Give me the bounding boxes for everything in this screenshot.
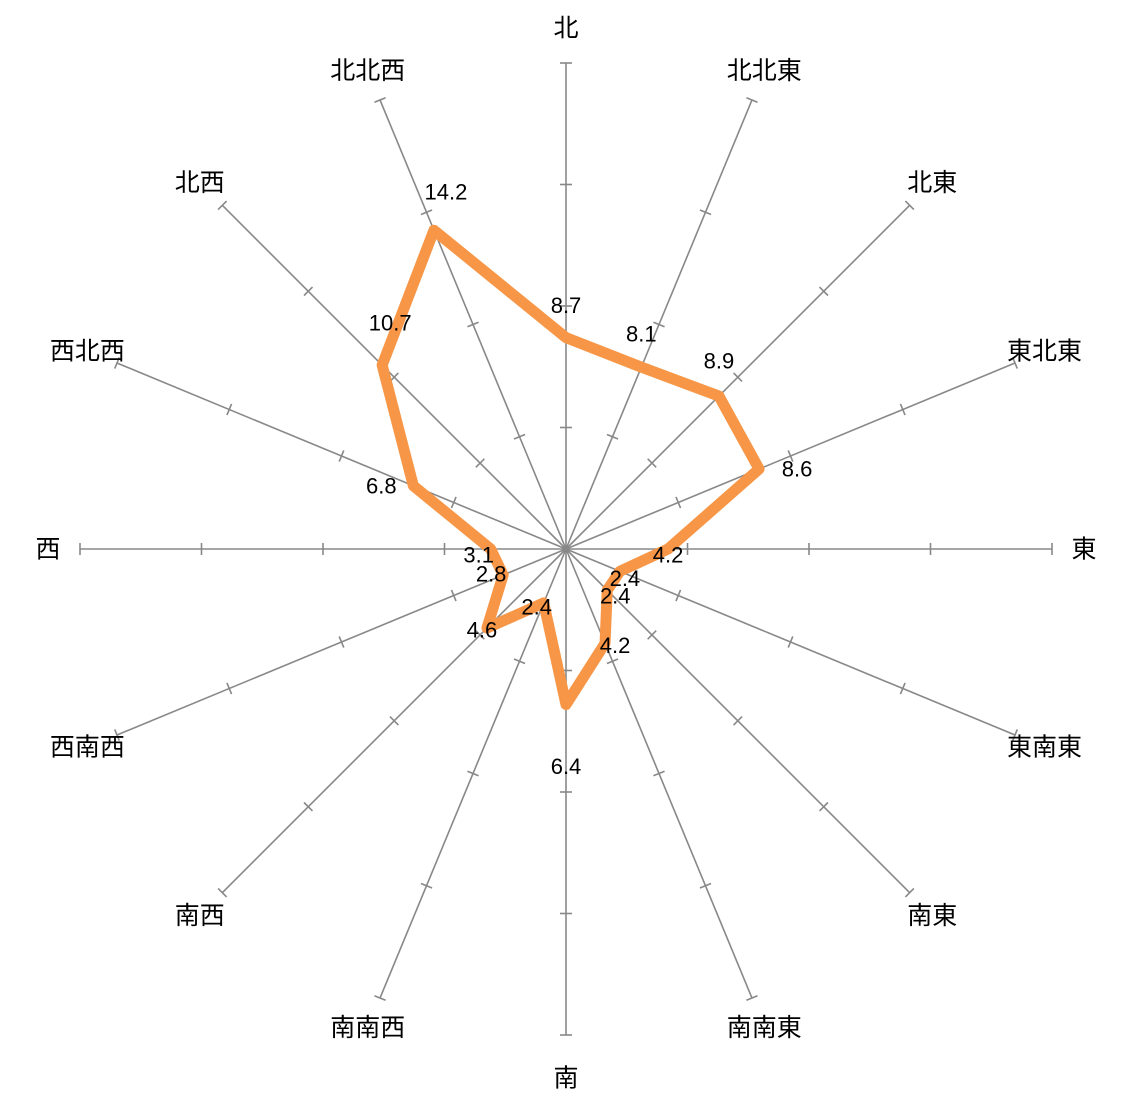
category-label: 東 bbox=[1071, 535, 1096, 564]
category-label: 南東 bbox=[907, 901, 957, 930]
data-label: 8.6 bbox=[782, 457, 813, 482]
data-label: 2.4 bbox=[600, 584, 631, 609]
category-label: 北北東 bbox=[727, 56, 802, 85]
axis-tick bbox=[113, 357, 121, 369]
axis-tick bbox=[787, 636, 794, 648]
axis-tick bbox=[389, 716, 399, 726]
category-label: 北 bbox=[553, 14, 578, 43]
data-label: 2.8 bbox=[476, 562, 507, 587]
data-label: 3.1 bbox=[463, 543, 494, 568]
category-label: 南西 bbox=[175, 901, 225, 930]
data-label: 4.6 bbox=[467, 618, 498, 643]
axis-tick bbox=[653, 770, 665, 777]
radar-axes bbox=[79, 62, 1053, 1036]
axis-tick bbox=[746, 96, 758, 104]
axis-tick bbox=[818, 801, 829, 812]
category-label: 北東 bbox=[907, 168, 957, 197]
data-label: 6.8 bbox=[366, 473, 397, 498]
category-label: 南南東 bbox=[727, 1013, 802, 1042]
axis-tick bbox=[647, 630, 657, 640]
axis-tick bbox=[467, 321, 479, 328]
axis-tick bbox=[475, 630, 485, 640]
category-label: 北北西 bbox=[330, 56, 405, 85]
category-label: 西 bbox=[35, 535, 60, 564]
axis-tick bbox=[113, 729, 121, 741]
axis-tick bbox=[606, 658, 619, 665]
axis-tick bbox=[374, 994, 386, 1002]
axis-tick bbox=[450, 496, 457, 509]
axis-tick bbox=[733, 716, 743, 726]
axis-tick bbox=[818, 286, 829, 297]
axis-tick bbox=[303, 801, 314, 812]
axis-tick bbox=[904, 887, 915, 898]
axis-tick bbox=[374, 96, 386, 104]
axis-tick bbox=[653, 321, 665, 328]
category-label: 南 bbox=[553, 1064, 578, 1093]
axis-tick bbox=[217, 887, 228, 898]
axis-tick bbox=[675, 496, 682, 509]
category-label: 西北西 bbox=[50, 336, 125, 365]
data-label: 4.2 bbox=[653, 543, 684, 568]
data-label: 4.2 bbox=[600, 633, 631, 658]
axis-tick bbox=[899, 403, 906, 416]
axis-tick bbox=[450, 589, 457, 602]
axis-tick bbox=[699, 882, 712, 889]
axis-tick bbox=[338, 450, 345, 462]
category-label: 東北東 bbox=[1007, 336, 1082, 365]
axis-tick bbox=[1011, 357, 1019, 369]
data-label: 8.7 bbox=[551, 293, 582, 318]
axis-tick bbox=[226, 403, 233, 416]
axis-tick bbox=[606, 433, 619, 440]
category-label: 東南東 bbox=[1007, 733, 1082, 762]
axis-tick bbox=[513, 658, 526, 665]
axis-tick bbox=[226, 682, 233, 695]
category-label: 南南西 bbox=[330, 1013, 405, 1042]
axis-tick bbox=[699, 209, 712, 216]
data-label: 6.4 bbox=[551, 754, 582, 779]
axis-tick bbox=[746, 994, 758, 1002]
category-label: 北西 bbox=[175, 168, 225, 197]
axis-tick bbox=[475, 458, 485, 468]
axis-tick bbox=[904, 200, 915, 211]
radar-series bbox=[376, 224, 765, 711]
axis-tick bbox=[1011, 729, 1019, 741]
axis-tick bbox=[647, 458, 657, 468]
axis-tick bbox=[787, 450, 794, 462]
data-label: 8.9 bbox=[704, 349, 735, 374]
axis-tick bbox=[733, 372, 743, 382]
data-label: 8.1 bbox=[626, 322, 657, 347]
axis-tick bbox=[420, 882, 433, 889]
axis-tick bbox=[338, 636, 345, 648]
axis-tick bbox=[899, 682, 906, 695]
data-label: 14.2 bbox=[425, 180, 468, 205]
axis-tick bbox=[467, 770, 479, 777]
data-label: 2.4 bbox=[521, 594, 552, 619]
data-label: 2.4 bbox=[610, 566, 641, 591]
data-label: 10.7 bbox=[369, 311, 412, 336]
axis-tick bbox=[217, 200, 228, 211]
axis-tick bbox=[303, 286, 314, 297]
axis-tick bbox=[420, 209, 433, 216]
series-line bbox=[376, 224, 765, 711]
category-label: 西南西 bbox=[50, 733, 125, 762]
axis-tick bbox=[513, 433, 526, 440]
axis-tick bbox=[675, 589, 682, 602]
data-labels: 8.78.18.98.64.22.42.44.26.42.44.62.83.16… bbox=[366, 180, 812, 779]
